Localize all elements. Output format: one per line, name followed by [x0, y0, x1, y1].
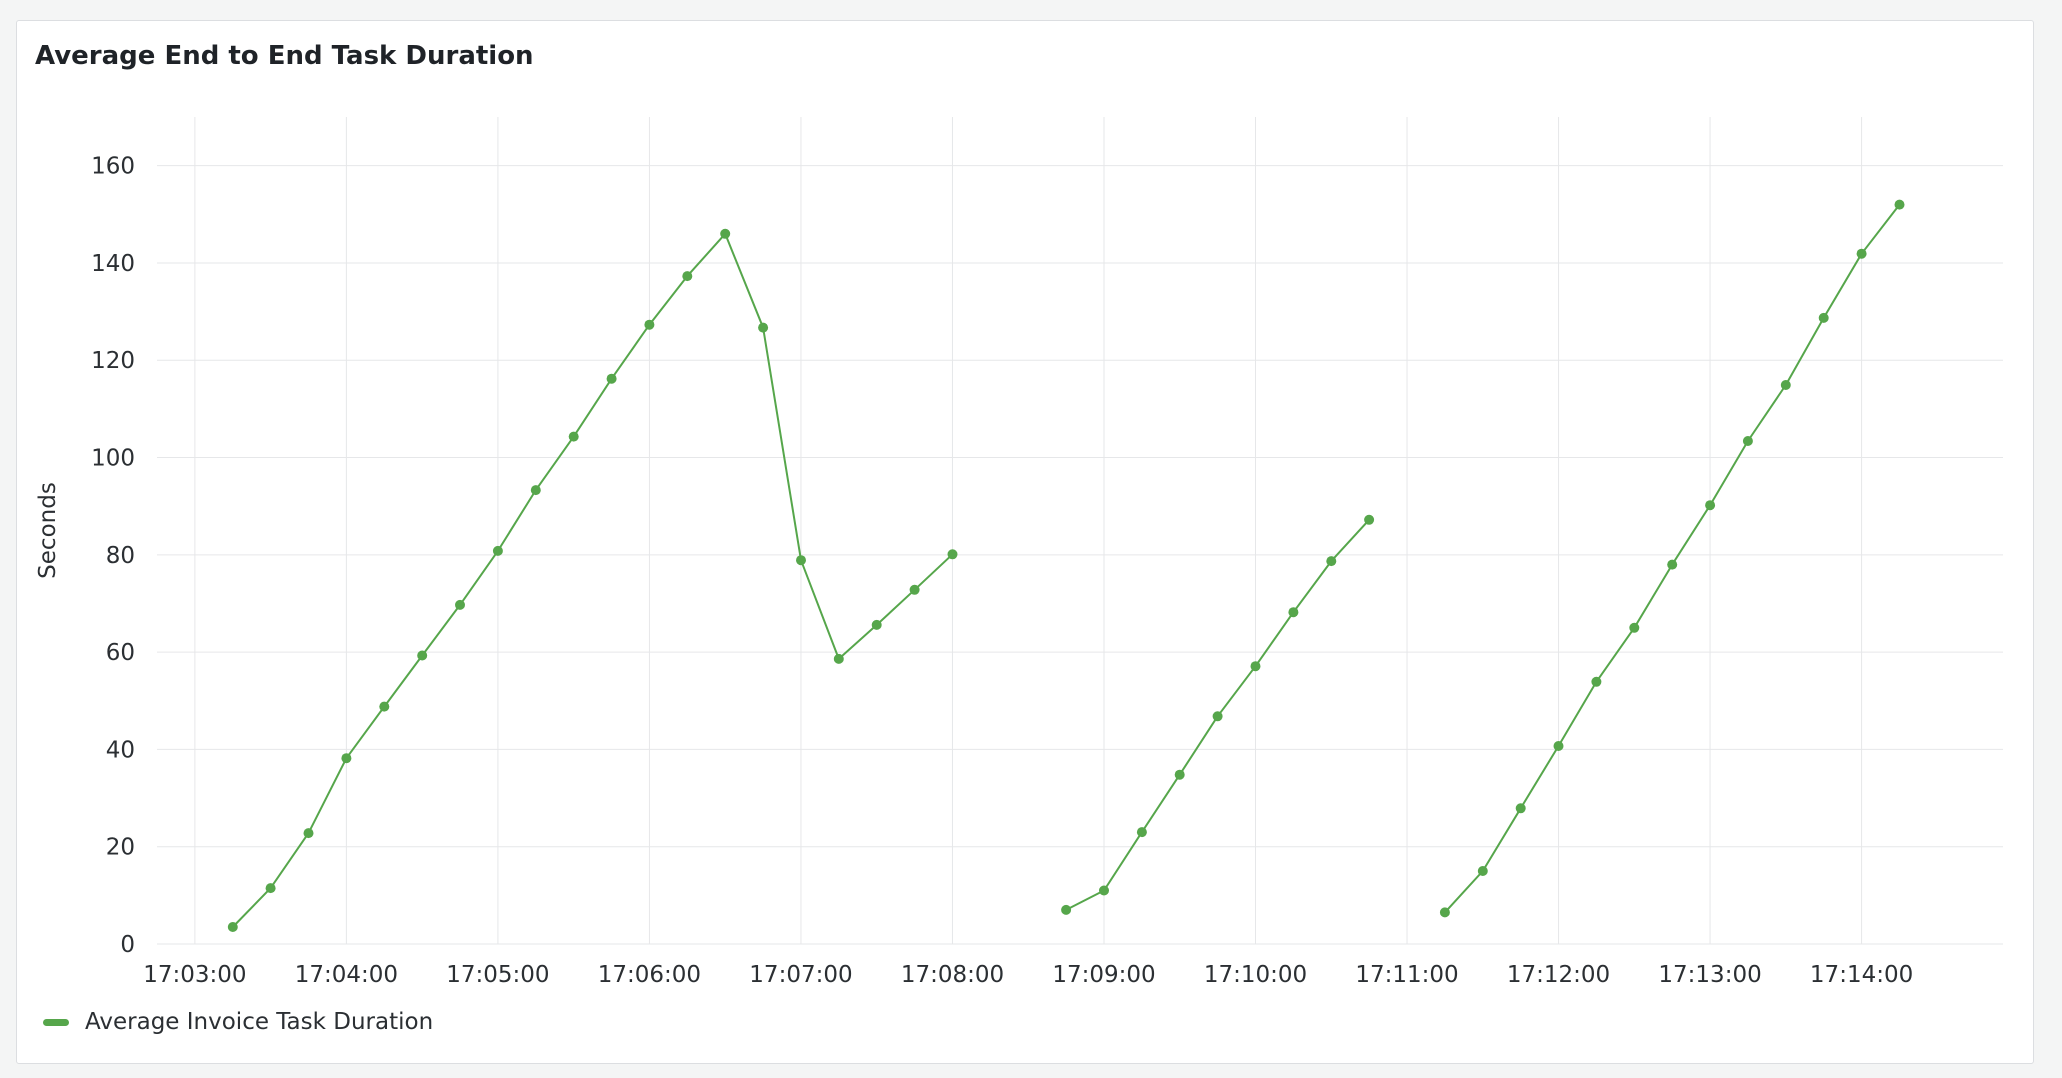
data-point[interactable]	[265, 883, 276, 894]
data-point[interactable]	[1250, 661, 1261, 672]
data-point[interactable]	[455, 599, 465, 610]
y-tick-label: 80	[106, 543, 135, 569]
data-point[interactable]	[1326, 556, 1337, 567]
data-point[interactable]	[720, 228, 731, 239]
data-point[interactable]	[1629, 622, 1640, 633]
data-point[interactable]	[341, 753, 352, 764]
chart-panel: Average End to End Task Duration 0 20 40 60…	[16, 20, 2034, 1064]
x-tick-label: 17:11:00	[1355, 962, 1458, 988]
x-tick-label: 17:06:00	[598, 962, 701, 988]
y-tick-label: 40	[106, 737, 135, 763]
legend[interactable]: Average Invoice Task Duration	[43, 1009, 433, 1035]
x-tick-label: 17:14:00	[1810, 962, 1913, 988]
data-point[interactable]	[1477, 866, 1488, 876]
data-point[interactable]	[1061, 904, 1072, 915]
series-average-invoice-task-duration	[227, 199, 1905, 932]
data-point[interactable]	[1515, 803, 1526, 814]
data-point[interactable]	[303, 828, 314, 839]
x-tick-label: 17:07:00	[749, 962, 852, 988]
y-tick-label: 120	[91, 348, 135, 374]
data-point[interactable]	[1364, 514, 1375, 525]
y-tick-label: 20	[106, 835, 135, 861]
data-point[interactable]	[568, 431, 579, 442]
data-point[interactable]	[1667, 559, 1678, 570]
y-tick-label: 140	[91, 251, 135, 277]
data-point[interactable]	[833, 653, 844, 664]
data-point[interactable]	[492, 545, 503, 556]
data-point[interactable]	[379, 701, 390, 712]
data-point[interactable]	[644, 319, 655, 330]
y-axis-ticks: 0 20 40 60 80 100 120 140 160	[91, 154, 135, 958]
data-point[interactable]	[1099, 885, 1109, 896]
y-tick-label: 60	[106, 640, 135, 666]
data-point[interactable]	[1818, 312, 1829, 323]
data-point[interactable]	[1439, 907, 1450, 918]
series-line	[232, 232, 954, 928]
x-tick-label: 17:04:00	[295, 962, 398, 988]
y-tick-label: 0	[120, 932, 135, 958]
x-tick-label: 17:12:00	[1507, 962, 1610, 988]
data-point[interactable]	[1174, 769, 1185, 780]
data-point[interactable]	[606, 373, 617, 384]
y-tick-label: 100	[91, 446, 135, 472]
x-tick-label: 17:10:00	[1204, 962, 1307, 988]
x-tick-label: 17:05:00	[446, 962, 549, 988]
y-axis-title: Seconds	[35, 482, 61, 579]
data-point[interactable]	[1780, 380, 1791, 390]
x-tick-label: 17:13:00	[1658, 962, 1761, 988]
data-point[interactable]	[871, 619, 882, 630]
data-point[interactable]	[947, 549, 958, 560]
data-point[interactable]	[1894, 199, 1905, 210]
data-point[interactable]	[1553, 741, 1564, 751]
data-point[interactable]	[758, 322, 769, 333]
x-tick-label: 17:03:00	[143, 962, 246, 988]
y-tick-label: 160	[91, 154, 135, 180]
x-tick-label: 17:08:00	[901, 962, 1004, 988]
x-axis-ticks: 17:03:00 17:04:00 17:05:00 17:06:00 17:07:00…	[143, 962, 1913, 988]
panel-title: Average End to End Task Duration	[35, 41, 534, 71]
x-tick-label: 17:09:00	[1052, 962, 1155, 988]
data-point[interactable]	[1288, 607, 1299, 618]
data-point[interactable]	[1136, 827, 1147, 838]
legend-label: Average Invoice Task Duration	[85, 1009, 434, 1035]
data-point[interactable]	[909, 584, 920, 595]
data-point[interactable]	[1705, 500, 1716, 511]
data-point[interactable]	[530, 485, 541, 496]
data-point[interactable]	[227, 922, 238, 932]
data-point[interactable]	[1742, 436, 1753, 446]
legend-swatch-icon	[43, 1018, 69, 1026]
data-point[interactable]	[682, 271, 693, 282]
series-line	[1444, 203, 1901, 914]
grid	[157, 117, 2003, 945]
data-point[interactable]	[417, 650, 428, 661]
data-point[interactable]	[1212, 711, 1223, 722]
data-point[interactable]	[1591, 676, 1602, 687]
data-point[interactable]	[796, 555, 806, 566]
data-point[interactable]	[1856, 248, 1867, 259]
